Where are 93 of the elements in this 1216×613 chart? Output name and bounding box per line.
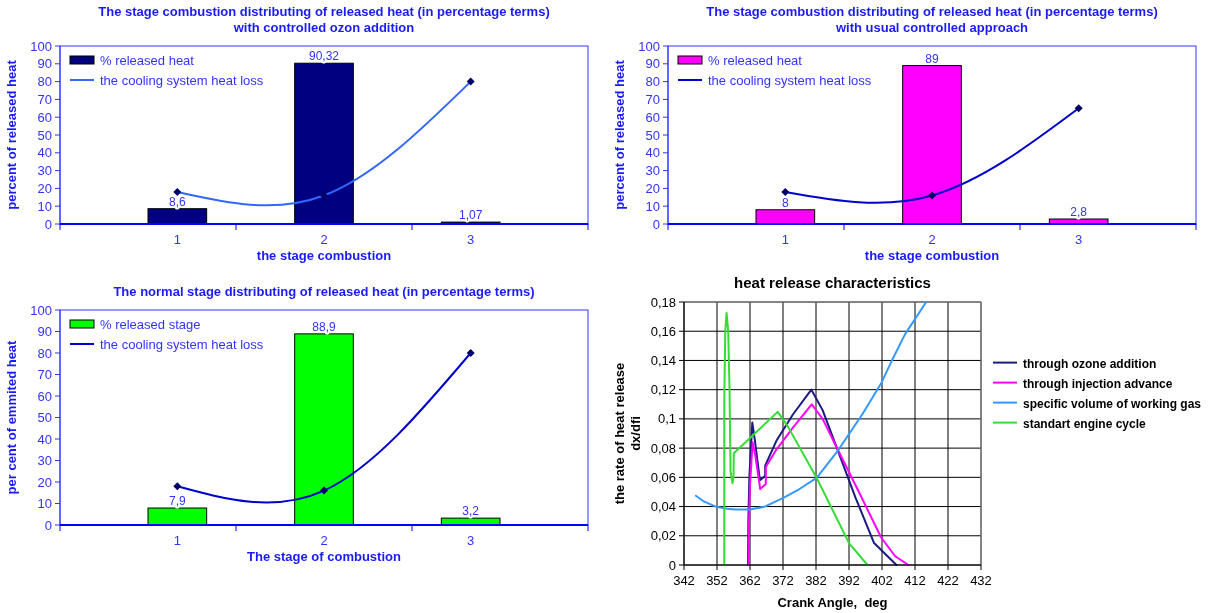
y-tick-label: 0,16 bbox=[650, 323, 676, 339]
y-tick-label: 0 bbox=[44, 517, 52, 533]
y-tick-label: 20 bbox=[37, 474, 52, 490]
chart-title: The stage combustion distributing of released heat (in percentage terms) with controlled ozon addition bbox=[98, 4, 550, 35]
y-tick-label: 0,04 bbox=[650, 499, 676, 515]
y-tick-label: 40 bbox=[645, 145, 660, 161]
y-tick-label: 50 bbox=[37, 127, 52, 143]
y-tick-label: 70 bbox=[645, 91, 660, 107]
y-tick-label: 0,08 bbox=[650, 440, 676, 456]
x-tick-label: 422 bbox=[937, 573, 959, 588]
x-tick-label: 372 bbox=[772, 573, 794, 588]
y-tick-label: 60 bbox=[645, 109, 660, 125]
legend-label: standart engine cycle bbox=[1023, 416, 1147, 431]
x-tick-label: 362 bbox=[739, 573, 761, 588]
chart-title: The normal stage distributing of released heat (in percentage terms) bbox=[113, 284, 535, 299]
x-tick-label: 3 bbox=[467, 232, 475, 247]
data-label: 88,9 bbox=[312, 319, 336, 334]
x-tick-label: 342 bbox=[673, 573, 695, 588]
y-tick-label: 10 bbox=[37, 496, 52, 512]
y-axis-title: percent of released heat bbox=[4, 59, 19, 210]
x-tick-label: 3 bbox=[467, 533, 475, 548]
y-tick-label: 100 bbox=[30, 38, 52, 54]
x-tick-label: 392 bbox=[838, 573, 860, 588]
x-tick-label: 1 bbox=[173, 232, 181, 247]
y-tick-label: 10 bbox=[37, 198, 52, 214]
data-label: 3,2 bbox=[462, 504, 480, 519]
y-tick-label: 0,14 bbox=[650, 352, 676, 368]
y-tick-label: 90 bbox=[645, 56, 660, 72]
y-tick-label: 80 bbox=[37, 345, 52, 361]
y-tick-label: 40 bbox=[37, 431, 52, 447]
y-tick-label: 90 bbox=[37, 56, 52, 72]
legend-label: % released heat bbox=[100, 53, 195, 68]
y-tick-label: 0 bbox=[668, 557, 676, 573]
legend-label: the cooling system heat loss bbox=[100, 337, 264, 352]
legend-label: specific volume of working gas bbox=[1023, 396, 1202, 411]
chart-title: The stage combustion distributing of released heat (in percentage terms) with usual controlled approach bbox=[706, 4, 1158, 35]
y-axis-title: the rate of heat release dx/dfi bbox=[612, 362, 643, 505]
legend-label: through injection advance bbox=[1023, 376, 1173, 391]
legend-label: through ozone addition bbox=[1023, 356, 1157, 371]
y-tick-label: 30 bbox=[645, 163, 660, 179]
x-tick-label: 1 bbox=[173, 533, 181, 548]
y-tick-label: 0 bbox=[652, 216, 660, 232]
legend-label: the cooling system heat loss bbox=[100, 73, 264, 88]
y-tick-label: 80 bbox=[645, 74, 660, 90]
y-tick-label: 70 bbox=[37, 91, 52, 107]
data-label: 1,07 bbox=[458, 208, 483, 223]
x-tick-label: 2 bbox=[320, 533, 328, 548]
y-tick-label: 80 bbox=[37, 74, 52, 90]
chart-title: heat release characteristics bbox=[734, 274, 931, 291]
x-tick-label: 3 bbox=[1075, 232, 1083, 247]
legend-label: % released heat bbox=[708, 53, 803, 68]
legend-label: % released stage bbox=[100, 317, 201, 332]
y-tick-label: 0,18 bbox=[650, 294, 676, 310]
y-tick-label: 0,02 bbox=[650, 528, 676, 544]
y-tick-label: 90 bbox=[37, 324, 52, 340]
x-tick-label: 2 bbox=[320, 232, 328, 247]
y-tick-label: 20 bbox=[37, 180, 52, 196]
x-axis-title: The stage of combustion bbox=[247, 549, 401, 564]
y-tick-label: 70 bbox=[37, 367, 52, 383]
y-tick-label: 30 bbox=[37, 163, 52, 179]
x-tick-label: 382 bbox=[805, 573, 827, 588]
data-label: 2,8 bbox=[1070, 205, 1088, 220]
data-label: 90,32 bbox=[308, 49, 340, 64]
x-tick-label: 412 bbox=[904, 573, 926, 588]
x-axis-title: the stage combustion bbox=[256, 248, 392, 263]
x-tick-label: 402 bbox=[871, 573, 893, 588]
y-tick-label: 0,1 bbox=[657, 411, 676, 427]
y-tick-label: 0 bbox=[44, 216, 52, 232]
x-axis-title: the stage combustion bbox=[864, 248, 1000, 263]
x-tick-label: 352 bbox=[706, 573, 728, 588]
legend-label: the cooling system heat loss bbox=[708, 73, 872, 88]
data-label: 8 bbox=[781, 195, 789, 210]
y-tick-label: 100 bbox=[638, 38, 660, 54]
data-label: 89 bbox=[925, 51, 939, 66]
y-tick-label: 100 bbox=[30, 302, 52, 318]
y-tick-label: 50 bbox=[37, 410, 52, 426]
x-tick-label: 432 bbox=[970, 573, 992, 588]
y-tick-label: 10 bbox=[645, 198, 660, 214]
data-label: 8,6 bbox=[168, 194, 186, 209]
y-tick-label: 30 bbox=[37, 453, 52, 469]
y-axis-title: percent of released heat bbox=[612, 59, 627, 210]
data-label: 7,9 bbox=[168, 494, 186, 509]
y-tick-label: 60 bbox=[37, 109, 52, 125]
y-tick-label: 40 bbox=[37, 145, 52, 161]
y-axis-title: per cent of emmited heat bbox=[4, 339, 19, 495]
y-tick-label: 20 bbox=[645, 180, 660, 196]
x-tick-label: 2 bbox=[928, 232, 936, 247]
y-tick-label: 50 bbox=[645, 127, 660, 143]
x-axis-title: Crank Angle, deg bbox=[777, 595, 888, 610]
x-tick-label: 1 bbox=[781, 232, 789, 247]
y-tick-label: 60 bbox=[37, 388, 52, 404]
y-tick-label: 0,06 bbox=[650, 469, 676, 485]
y-tick-label: 0,12 bbox=[650, 382, 676, 398]
